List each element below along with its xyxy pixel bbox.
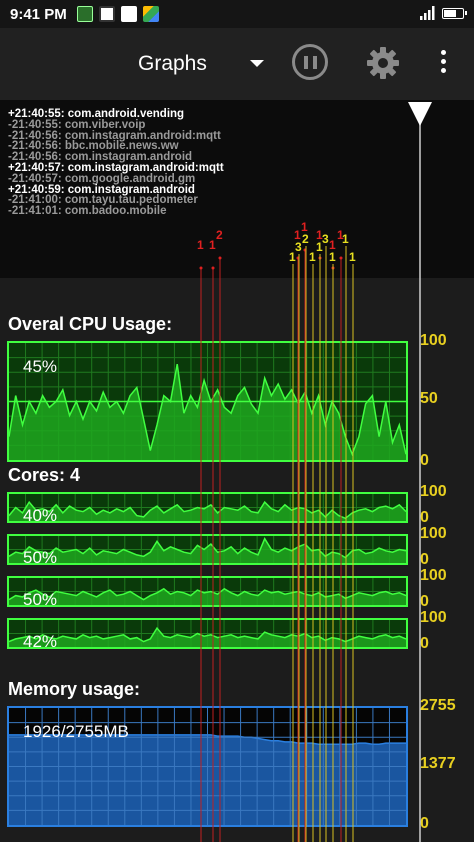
cpu-axis-max: 100 — [420, 332, 447, 349]
log-entry: -21:40:56: bbc.mobile.news.ww — [8, 140, 179, 153]
core-3-series-area — [9, 588, 406, 605]
battery-icon — [442, 7, 467, 19]
core-usage-percent: 40% — [23, 506, 58, 523]
process-start-marker-label: 1 — [337, 228, 344, 242]
notification-icon-2 — [98, 6, 115, 22]
core-2-series-line — [9, 537, 406, 559]
cpu-axis-mid: 50 — [420, 390, 438, 407]
signal-icon — [420, 6, 435, 20]
process-stop-marker-label: 1 — [309, 250, 316, 264]
process-stop-marker-label: 1 — [349, 250, 356, 264]
core-1-series-line — [9, 500, 406, 520]
core-4-series-line — [9, 626, 406, 643]
process-stop-marker-label: 1 — [342, 232, 349, 246]
log-entry: -21:41:01: com.badoo.mobile — [8, 205, 167, 218]
process-start-marker-label: 1 — [301, 220, 308, 234]
log-entry: +21:40:55: com.android.vending — [8, 108, 185, 120]
notification-icon-3 — [120, 6, 137, 22]
core-axis-max: 100 — [420, 525, 447, 542]
notification-icon-1 — [76, 6, 93, 22]
core-axis-min: 0 — [420, 635, 429, 652]
cpu-usage-label: Overal CPU Usage: — [8, 314, 173, 334]
core-2-series-area — [9, 538, 406, 563]
memory-axis-min: 0 — [420, 815, 429, 832]
process-stop-marker-label: 1 — [329, 250, 336, 264]
page-title[interactable]: Graphs — [138, 52, 207, 75]
toolbar — [0, 28, 474, 100]
core-usage-percent: 50% — [23, 548, 58, 565]
core-axis-min: 0 — [420, 593, 429, 610]
memory-axis-mid: 1377 — [420, 755, 456, 772]
process-start-marker-label: 1 — [209, 238, 216, 252]
cpu-usage-percent: 45% — [23, 357, 58, 376]
log-entry: -21:40:56: com.instagram.android — [8, 151, 193, 164]
chevron-down-icon[interactable] — [250, 60, 264, 67]
drive-icon — [142, 6, 159, 22]
core-usage-percent: 42% — [23, 632, 58, 649]
core-graph-4: 42% — [7, 618, 408, 649]
process-stop-marker-label: 1 — [316, 240, 323, 254]
process-stop-marker-label: 2 — [302, 232, 309, 246]
pause-icon — [304, 56, 308, 69]
memory-usage-label: Memory usage: — [8, 679, 141, 699]
cpu-series-area — [9, 364, 406, 460]
process-stop-marker-label: 1 — [289, 250, 296, 264]
pause-button[interactable] — [292, 44, 328, 80]
memory-usage-graph: 1926/2755MB — [7, 706, 408, 827]
graph-grid — [9, 708, 406, 825]
log-entry: -21:40:56: com.instagram.android:mqtt — [8, 129, 221, 142]
process-stop-marker-label: 3 — [295, 240, 302, 254]
core-axis-min: 0 — [420, 509, 429, 526]
process-start-marker-label: 2 — [216, 228, 223, 242]
gear-icon[interactable] — [366, 46, 400, 80]
cpu-axis-min: 0 — [420, 452, 429, 469]
core-usage-percent: 50% — [23, 590, 58, 607]
cpu-usage-graph: 45% — [7, 341, 408, 462]
process-start-marker-label: 1 — [197, 238, 204, 252]
core-graph-1: 40% — [7, 492, 408, 523]
process-log-panel: +21:40:55: com.android.vending -21:40:55:… — [0, 100, 474, 278]
log-entry: -21:40:57: com.google.android.gm — [8, 172, 196, 185]
core-axis-min: 0 — [420, 551, 429, 568]
memory-usage-value: 1926/2755MB — [23, 722, 129, 741]
log-entry: -21:40:55: com.viber.voip — [8, 118, 146, 131]
memory-axis-max: 2755 — [420, 697, 456, 714]
core-1-series-area — [9, 502, 406, 521]
status-notification-icons — [76, 6, 159, 22]
process-stop-marker-label: 3 — [322, 232, 329, 246]
cores-label: Cores: 4 — [8, 465, 81, 485]
log-entry: +21:40:57: com.instagram.android:mqtt — [8, 162, 224, 174]
process-start-marker-label: 1 — [316, 228, 323, 242]
core-axis-max: 100 — [420, 483, 447, 500]
process-start-marker-label: 1 — [294, 228, 301, 242]
core-graph-3: 50% — [7, 576, 408, 607]
core-4-series-area — [9, 628, 406, 647]
more-vert-icon[interactable] — [436, 50, 450, 76]
core-graph-2: 50% — [7, 534, 408, 565]
log-entry: -21:41:00: com.tayu.tau.pedometer — [8, 194, 198, 207]
core-axis-max: 100 — [420, 609, 447, 626]
status-bar: 9:41 PM — [0, 0, 474, 28]
process-start-marker-label: 1 — [329, 238, 336, 252]
status-time: 9:41 PM — [10, 5, 67, 23]
status-right-icons — [420, 6, 467, 20]
log-entry: +21:40:59: com.instagram.android — [8, 183, 195, 196]
core-axis-max: 100 — [420, 567, 447, 584]
core-3-series-line — [9, 587, 406, 601]
cpu-series-line — [9, 363, 406, 457]
